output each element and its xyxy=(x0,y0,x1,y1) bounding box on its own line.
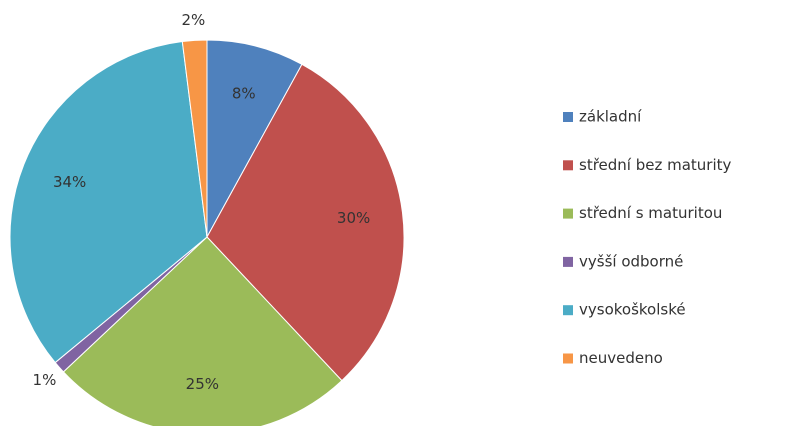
pie-slice xyxy=(206,39,303,238)
data-label: 34% xyxy=(53,173,86,191)
pie-slice xyxy=(62,236,343,426)
pie-slice xyxy=(9,40,208,364)
data-label: 30% xyxy=(337,209,370,227)
pie-slice xyxy=(181,39,208,238)
legend-swatch xyxy=(563,208,573,219)
data-label: 1% xyxy=(33,371,57,389)
legend-swatch xyxy=(563,256,573,267)
legend-swatch xyxy=(563,353,573,364)
legend-swatch xyxy=(563,112,573,122)
data-label: 25% xyxy=(186,375,219,393)
legend-label: střední s maturitou xyxy=(579,204,722,222)
data-label: 8% xyxy=(232,84,256,102)
pie-slice xyxy=(206,63,405,382)
data-label: 2% xyxy=(181,11,205,29)
legend-label: střední bez maturity xyxy=(579,156,732,174)
legend-label: vysokoškolské xyxy=(579,301,686,319)
legend-label: neuvedeno xyxy=(579,349,663,367)
legend-swatch xyxy=(563,160,573,171)
legend-swatch xyxy=(563,305,573,316)
legend-label: vyšší odborné xyxy=(579,252,683,270)
legend-label: základní xyxy=(579,108,642,126)
